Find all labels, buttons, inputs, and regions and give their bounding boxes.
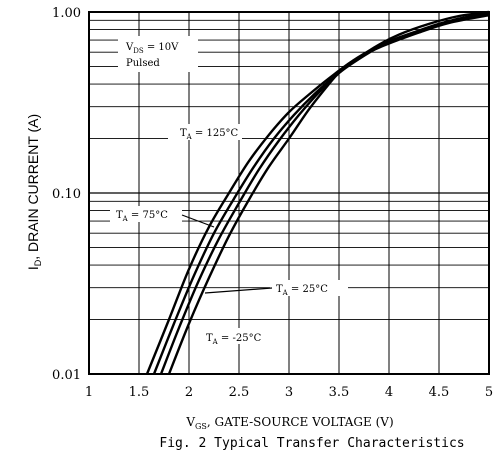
conditions-line-1: VDS = 10V	[125, 42, 179, 55]
y-tick-label: 0.10	[52, 187, 81, 202]
svg-text:TA = 75°C: TA = 75°C	[116, 210, 168, 223]
x-tick-label: 3.5	[329, 385, 350, 400]
series-label-25c: TA = 25°C	[204, 280, 348, 297]
svg-text:TA = -25°C: TA = -25°C	[206, 333, 262, 346]
leader-75c	[181, 214, 215, 228]
x-tick-label: 4.5	[429, 385, 450, 400]
x-tick-label: 2	[185, 385, 193, 400]
y-axis-label: ID, DRAIN CURRENT (A)	[25, 114, 43, 270]
series-label-75c: TA = 75°C	[110, 206, 215, 228]
series-label-125c: TA = 125°C	[168, 124, 242, 141]
curves	[145, 10, 490, 375]
x-tick-labels: 1 1.5 2 2.5 3 3.5 4 4.5 5	[85, 385, 493, 400]
figure-caption: Fig. 2 Typical Transfer Characteristics	[159, 436, 464, 451]
svg-text:TA = 25°C: TA = 25°C	[276, 284, 328, 297]
curve-minus25c	[167, 10, 490, 375]
y-tick-labels: 0.01 0.10 1.00	[52, 6, 81, 383]
x-axis-label: VGS, GATE-SOURCE VOLTAGE (V)	[185, 415, 393, 431]
leader-25c	[204, 287, 273, 294]
conditions-line-2: Pulsed	[126, 58, 160, 69]
x-tick-label: 5	[485, 385, 493, 400]
x-tick-label: 1	[85, 385, 93, 400]
conditions-box: VDS = 10V Pulsed	[118, 36, 198, 72]
y-tick-label: 1.00	[52, 6, 81, 21]
curve-25c	[159, 12, 490, 375]
series-label-minus25c: TA = -25°C	[200, 328, 274, 346]
plot-frame	[88, 11, 490, 375]
x-tick-label: 4	[385, 385, 393, 400]
y-tick-label: 0.01	[52, 368, 81, 383]
x-tick-label: 2.5	[229, 385, 250, 400]
curve-125c	[145, 14, 490, 375]
x-tick-label: 1.5	[129, 385, 150, 400]
svg-text:TA = 125°C: TA = 125°C	[180, 128, 239, 141]
x-tick-label: 3	[285, 385, 293, 400]
